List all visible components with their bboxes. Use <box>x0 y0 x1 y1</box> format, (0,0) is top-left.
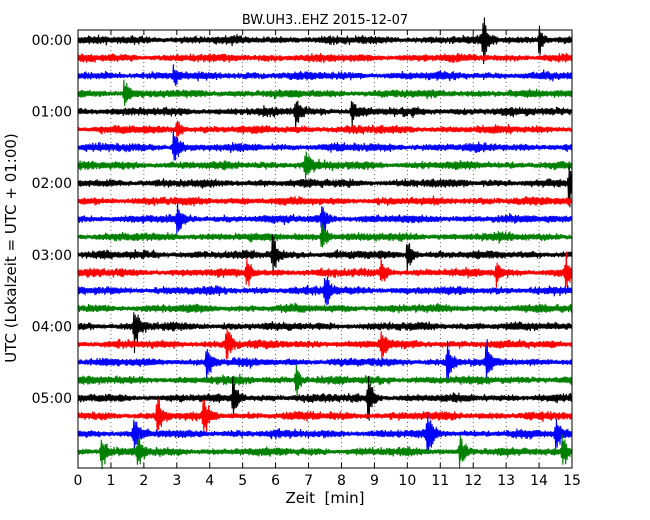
x-tick-label: 2 <box>139 473 148 489</box>
x-axis-label: Zeit [min] <box>285 489 364 507</box>
y-tick-label: 02:00 <box>32 176 72 192</box>
seismogram-trace <box>77 151 573 179</box>
x-tick-label: 4 <box>205 473 214 489</box>
x-tick-label: 15 <box>563 473 581 489</box>
y-tick-label: 05:00 <box>32 391 72 407</box>
x-tick-label: 11 <box>431 473 449 489</box>
y-tick-label: 00:00 <box>32 33 72 49</box>
x-tick-label: 14 <box>530 473 548 489</box>
traces-layer <box>77 17 573 470</box>
seismogram-trace <box>77 328 573 362</box>
x-tick-label: 13 <box>497 473 515 489</box>
seismogram-trace <box>77 120 573 139</box>
seismogram-trace <box>77 414 573 454</box>
seismogram-trace <box>77 64 573 86</box>
plot-frame <box>77 29 573 469</box>
seismogram-trace <box>77 165 573 208</box>
x-tick-label: 12 <box>464 473 482 489</box>
seismogram-trace <box>77 302 573 314</box>
seismogram-trace <box>77 251 573 288</box>
seismogram-trace <box>77 312 573 354</box>
x-tick-label: 5 <box>238 473 247 489</box>
seismogram-trace <box>77 375 573 421</box>
seismogram-trace <box>77 234 573 272</box>
seismogram-trace <box>77 79 573 106</box>
seismogram-trace <box>77 202 573 236</box>
seismogram-trace <box>77 195 573 207</box>
x-tick-label: 8 <box>337 473 346 489</box>
seismogram-trace <box>77 398 573 437</box>
seismogram-trace <box>77 434 573 470</box>
y-tick-label: 03:00 <box>32 248 72 264</box>
x-tick-label: 6 <box>271 473 280 489</box>
x-tick-label: 3 <box>172 473 181 489</box>
seismogram-trace <box>77 276 573 306</box>
x-tick-label: 1 <box>106 473 115 489</box>
y-tick-label: 04:00 <box>32 319 72 335</box>
x-tick-label: 10 <box>398 473 416 489</box>
x-tick-label: 7 <box>304 473 313 489</box>
seismogram-trace <box>77 17 573 65</box>
seismogram-trace <box>77 100 573 128</box>
seismogram-trace <box>77 52 573 64</box>
seismogram-trace <box>77 365 573 397</box>
chart-title: BW.UH3..EHZ 2015-12-07 <box>242 13 408 28</box>
y-axis-label: UTC (Lokalzeit = UTC + 01:00) <box>2 133 20 363</box>
y-tick-label: 01:00 <box>32 105 72 121</box>
seismogram-trace <box>77 222 573 248</box>
seismogram-trace <box>77 339 573 383</box>
x-tick-label: 9 <box>370 473 379 489</box>
x-tick-label: 0 <box>74 473 83 489</box>
y-axis: 00:00 01:00 02:00 03:00 04:00 05:00 <box>32 33 83 407</box>
x-axis: 0 1 2 3 4 5 6 7 8 9 10 11 12 13 14 15 <box>74 30 581 489</box>
seismogram-trace <box>77 129 573 161</box>
